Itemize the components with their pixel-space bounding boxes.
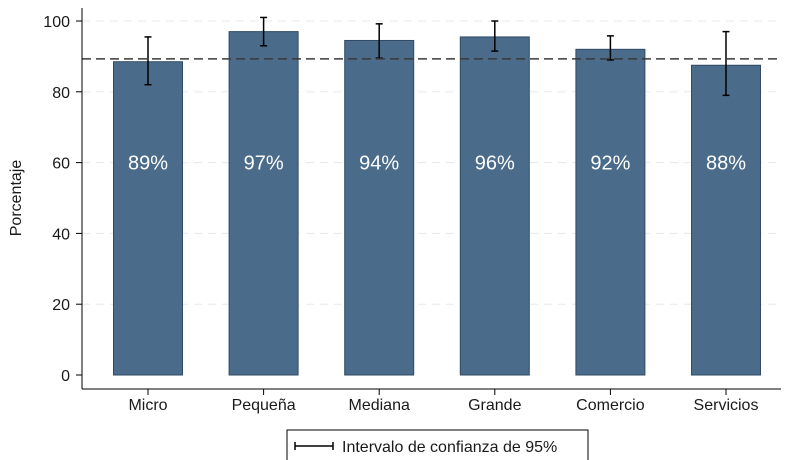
- axes: [81, 8, 781, 390]
- error-bar: [491, 20, 499, 52]
- x-tick-label: Mediana: [349, 397, 410, 414]
- error-bars: [144, 16, 730, 97]
- bar-value-label: 89%: [128, 153, 168, 175]
- x-ticks: Micro Pequeña Mediana Grande Comercio Servici…: [128, 389, 758, 414]
- legend-label: Intervalo de confianza de 95%: [342, 439, 557, 456]
- bar-value-label: 97%: [244, 153, 284, 175]
- x-tick-label: Micro: [128, 397, 167, 414]
- x-tick-label: Servicios: [694, 397, 759, 414]
- bar-value-label: 96%: [475, 153, 515, 175]
- legend-box: [286, 429, 589, 460]
- bars: [113, 31, 761, 376]
- x-tick-label: Comercio: [576, 397, 645, 414]
- bar: [113, 61, 183, 376]
- error-bar: [144, 36, 152, 86]
- error-bar: [260, 16, 268, 47]
- bar: [344, 39, 415, 376]
- y-tick-label: 0: [61, 368, 70, 385]
- legend-errorbar-symbol: [294, 442, 334, 450]
- error-bar: [606, 35, 614, 61]
- bar: [228, 31, 299, 376]
- y-tick-label: 100: [43, 14, 70, 31]
- legend: Intervalo de confianza de 95%: [286, 429, 589, 460]
- bar-value-label: 88%: [706, 153, 746, 175]
- x-tick-label: Grande: [468, 397, 521, 414]
- y-tick-label: 20: [52, 297, 70, 314]
- grid-lines: [82, 20, 781, 305]
- error-bar: [722, 30, 730, 97]
- y-tick-label: 80: [52, 85, 70, 102]
- y-axis-title: Porcentaje: [8, 160, 25, 237]
- bar-value-labels: 89% 97% 94% 96% 92% 88%: [128, 153, 746, 175]
- bar-value-label: 92%: [590, 153, 630, 175]
- bar: [459, 36, 530, 376]
- y-tick-label: 40: [52, 226, 70, 243]
- y-tick-label: 60: [52, 156, 70, 173]
- bar: [575, 48, 646, 376]
- bar: [691, 64, 761, 376]
- x-tick-label: Pequeña: [232, 397, 296, 414]
- bar-value-label: 94%: [359, 153, 399, 175]
- y-ticks: 0 20 40 60 80 100: [43, 14, 82, 385]
